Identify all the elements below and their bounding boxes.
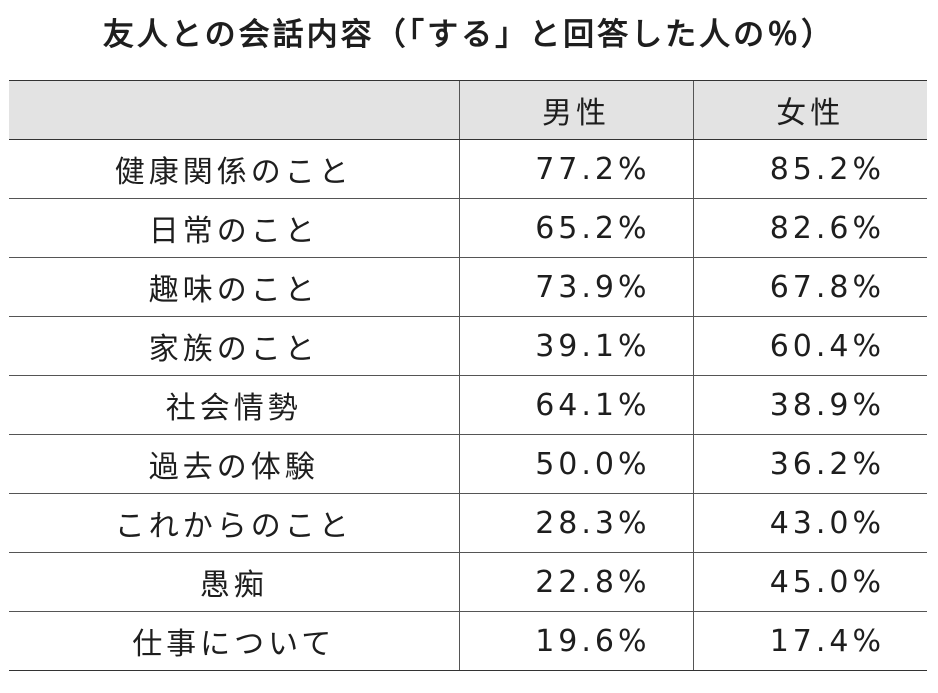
table-row: 仕事について 19.6% 17.4% <box>9 611 927 671</box>
female-percent-cell: 36.2% <box>692 434 927 494</box>
row-topic-label: 健康関係のこと <box>9 139 459 199</box>
male-percent-cell: 39.1% <box>458 316 693 376</box>
female-percent-cell: 43.0% <box>692 493 927 553</box>
male-percent-cell: 22.8% <box>458 552 693 612</box>
table-row: 社会情勢 64.1% 38.9% <box>9 375 927 435</box>
table-header-row: 男性 女性 <box>9 80 927 140</box>
female-percent-cell: 17.4% <box>692 611 927 671</box>
table-row: 家族のこと 39.1% 60.4% <box>9 316 927 376</box>
row-topic-label: 趣味のこと <box>9 257 459 317</box>
table-row: 日常のこと 65.2% 82.6% <box>9 198 927 258</box>
header-cell-female: 女性 <box>692 80 927 140</box>
table-body: 健康関係のこと 77.2% 85.2% 日常のこと 65.2% 82.6% 趣味のこと 73.… <box>9 139 927 671</box>
conversation-topics-table: 男性 女性 健康関係のこと 77.2% 85.2% 日常のこと 65.2% 82.6% 趣味… <box>9 80 927 671</box>
female-percent-cell: 45.0% <box>692 552 927 612</box>
table-row: 過去の体験 50.0% 36.2% <box>9 434 927 494</box>
header-cell-male: 男性 <box>458 80 693 140</box>
table-row: これからのこと 28.3% 43.0% <box>9 493 927 553</box>
male-percent-cell: 28.3% <box>458 493 693 553</box>
row-topic-label: これからのこと <box>9 493 459 553</box>
female-percent-cell: 38.9% <box>692 375 927 435</box>
male-percent-cell: 50.0% <box>458 434 693 494</box>
female-percent-cell: 82.6% <box>692 198 927 258</box>
table-row: 趣味のこと 73.9% 67.8% <box>9 257 927 317</box>
row-topic-label: 家族のこと <box>9 316 459 376</box>
male-percent-cell: 73.9% <box>458 257 693 317</box>
row-topic-label: 過去の体験 <box>9 434 459 494</box>
header-cell-topic <box>9 80 459 140</box>
female-percent-cell: 60.4% <box>692 316 927 376</box>
chart-title: 友人との会話内容（「する」と回答した人の％） <box>102 17 836 53</box>
row-topic-label: 仕事について <box>9 611 459 671</box>
row-topic-label: 愚痴 <box>9 552 459 612</box>
table-row: 健康関係のこと 77.2% 85.2% <box>9 139 927 199</box>
female-percent-cell: 67.8% <box>692 257 927 317</box>
male-percent-cell: 64.1% <box>458 375 693 435</box>
table-row: 愚痴 22.8% 45.0% <box>9 552 927 612</box>
male-percent-cell: 19.6% <box>458 611 693 671</box>
row-topic-label: 社会情勢 <box>9 375 459 435</box>
male-percent-cell: 65.2% <box>458 198 693 258</box>
male-percent-cell: 77.2% <box>458 139 693 199</box>
female-percent-cell: 85.2% <box>692 139 927 199</box>
row-topic-label: 日常のこと <box>9 198 459 258</box>
